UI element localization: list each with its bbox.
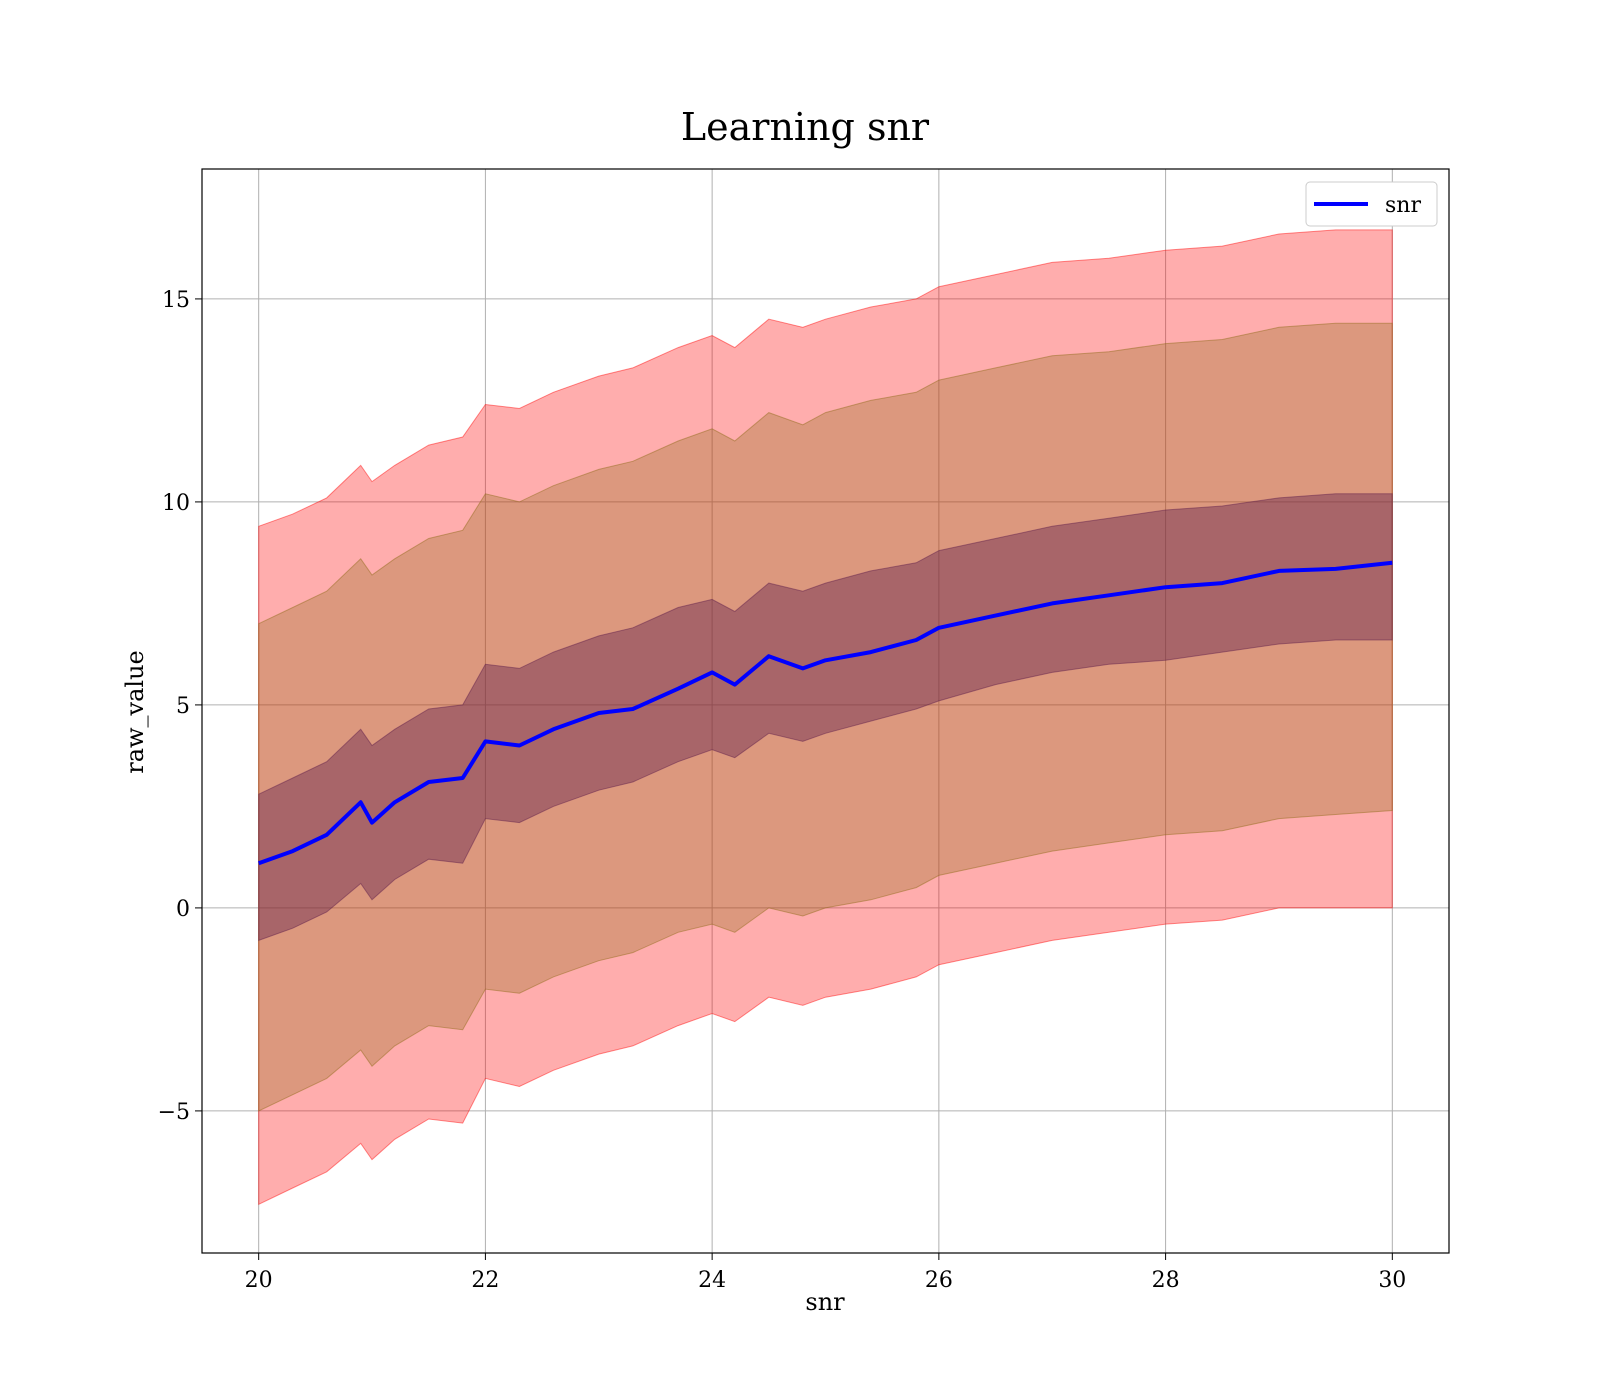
y-axis-label: raw_value [121, 650, 149, 774]
y-tick-label: 5 [176, 694, 190, 719]
legend-box [1305, 181, 1438, 227]
legend-label-snr: snr [1385, 193, 1421, 218]
y-tick-label: 15 [162, 288, 190, 313]
series-lines [258, 560, 1393, 866]
legend: snr [1305, 181, 1438, 227]
band-1 [258, 322, 1393, 1112]
x-tick-label: 28 [1152, 1268, 1180, 1293]
y-tick-label: 0 [176, 897, 190, 922]
y-tick-label: 10 [162, 491, 190, 516]
band-2 [258, 493, 1393, 942]
x-tick-label: 20 [245, 1268, 273, 1293]
x-tick-label: 30 [1378, 1268, 1406, 1293]
chart-title: Learning snr [681, 105, 930, 149]
plot-background [202, 169, 1449, 1253]
x-axis-ticks: 20 22 24 26 28 30 [245, 1253, 1406, 1293]
y-axis-ticks: −5 0 5 10 15 [158, 288, 202, 1125]
x-tick-label: 24 [698, 1268, 726, 1293]
grid [202, 169, 1449, 1253]
plot-area [201, 168, 1450, 1254]
band-0 [258, 229, 1393, 1206]
x-tick-label: 22 [471, 1268, 499, 1293]
x-axis-label: snr [805, 1288, 845, 1316]
series-line-snr [258, 560, 1393, 866]
x-tick-label: 26 [925, 1268, 953, 1293]
plot-frame [201, 168, 1450, 1254]
y-tick-label: −5 [158, 1100, 190, 1125]
confidence-bands [258, 229, 1393, 1206]
